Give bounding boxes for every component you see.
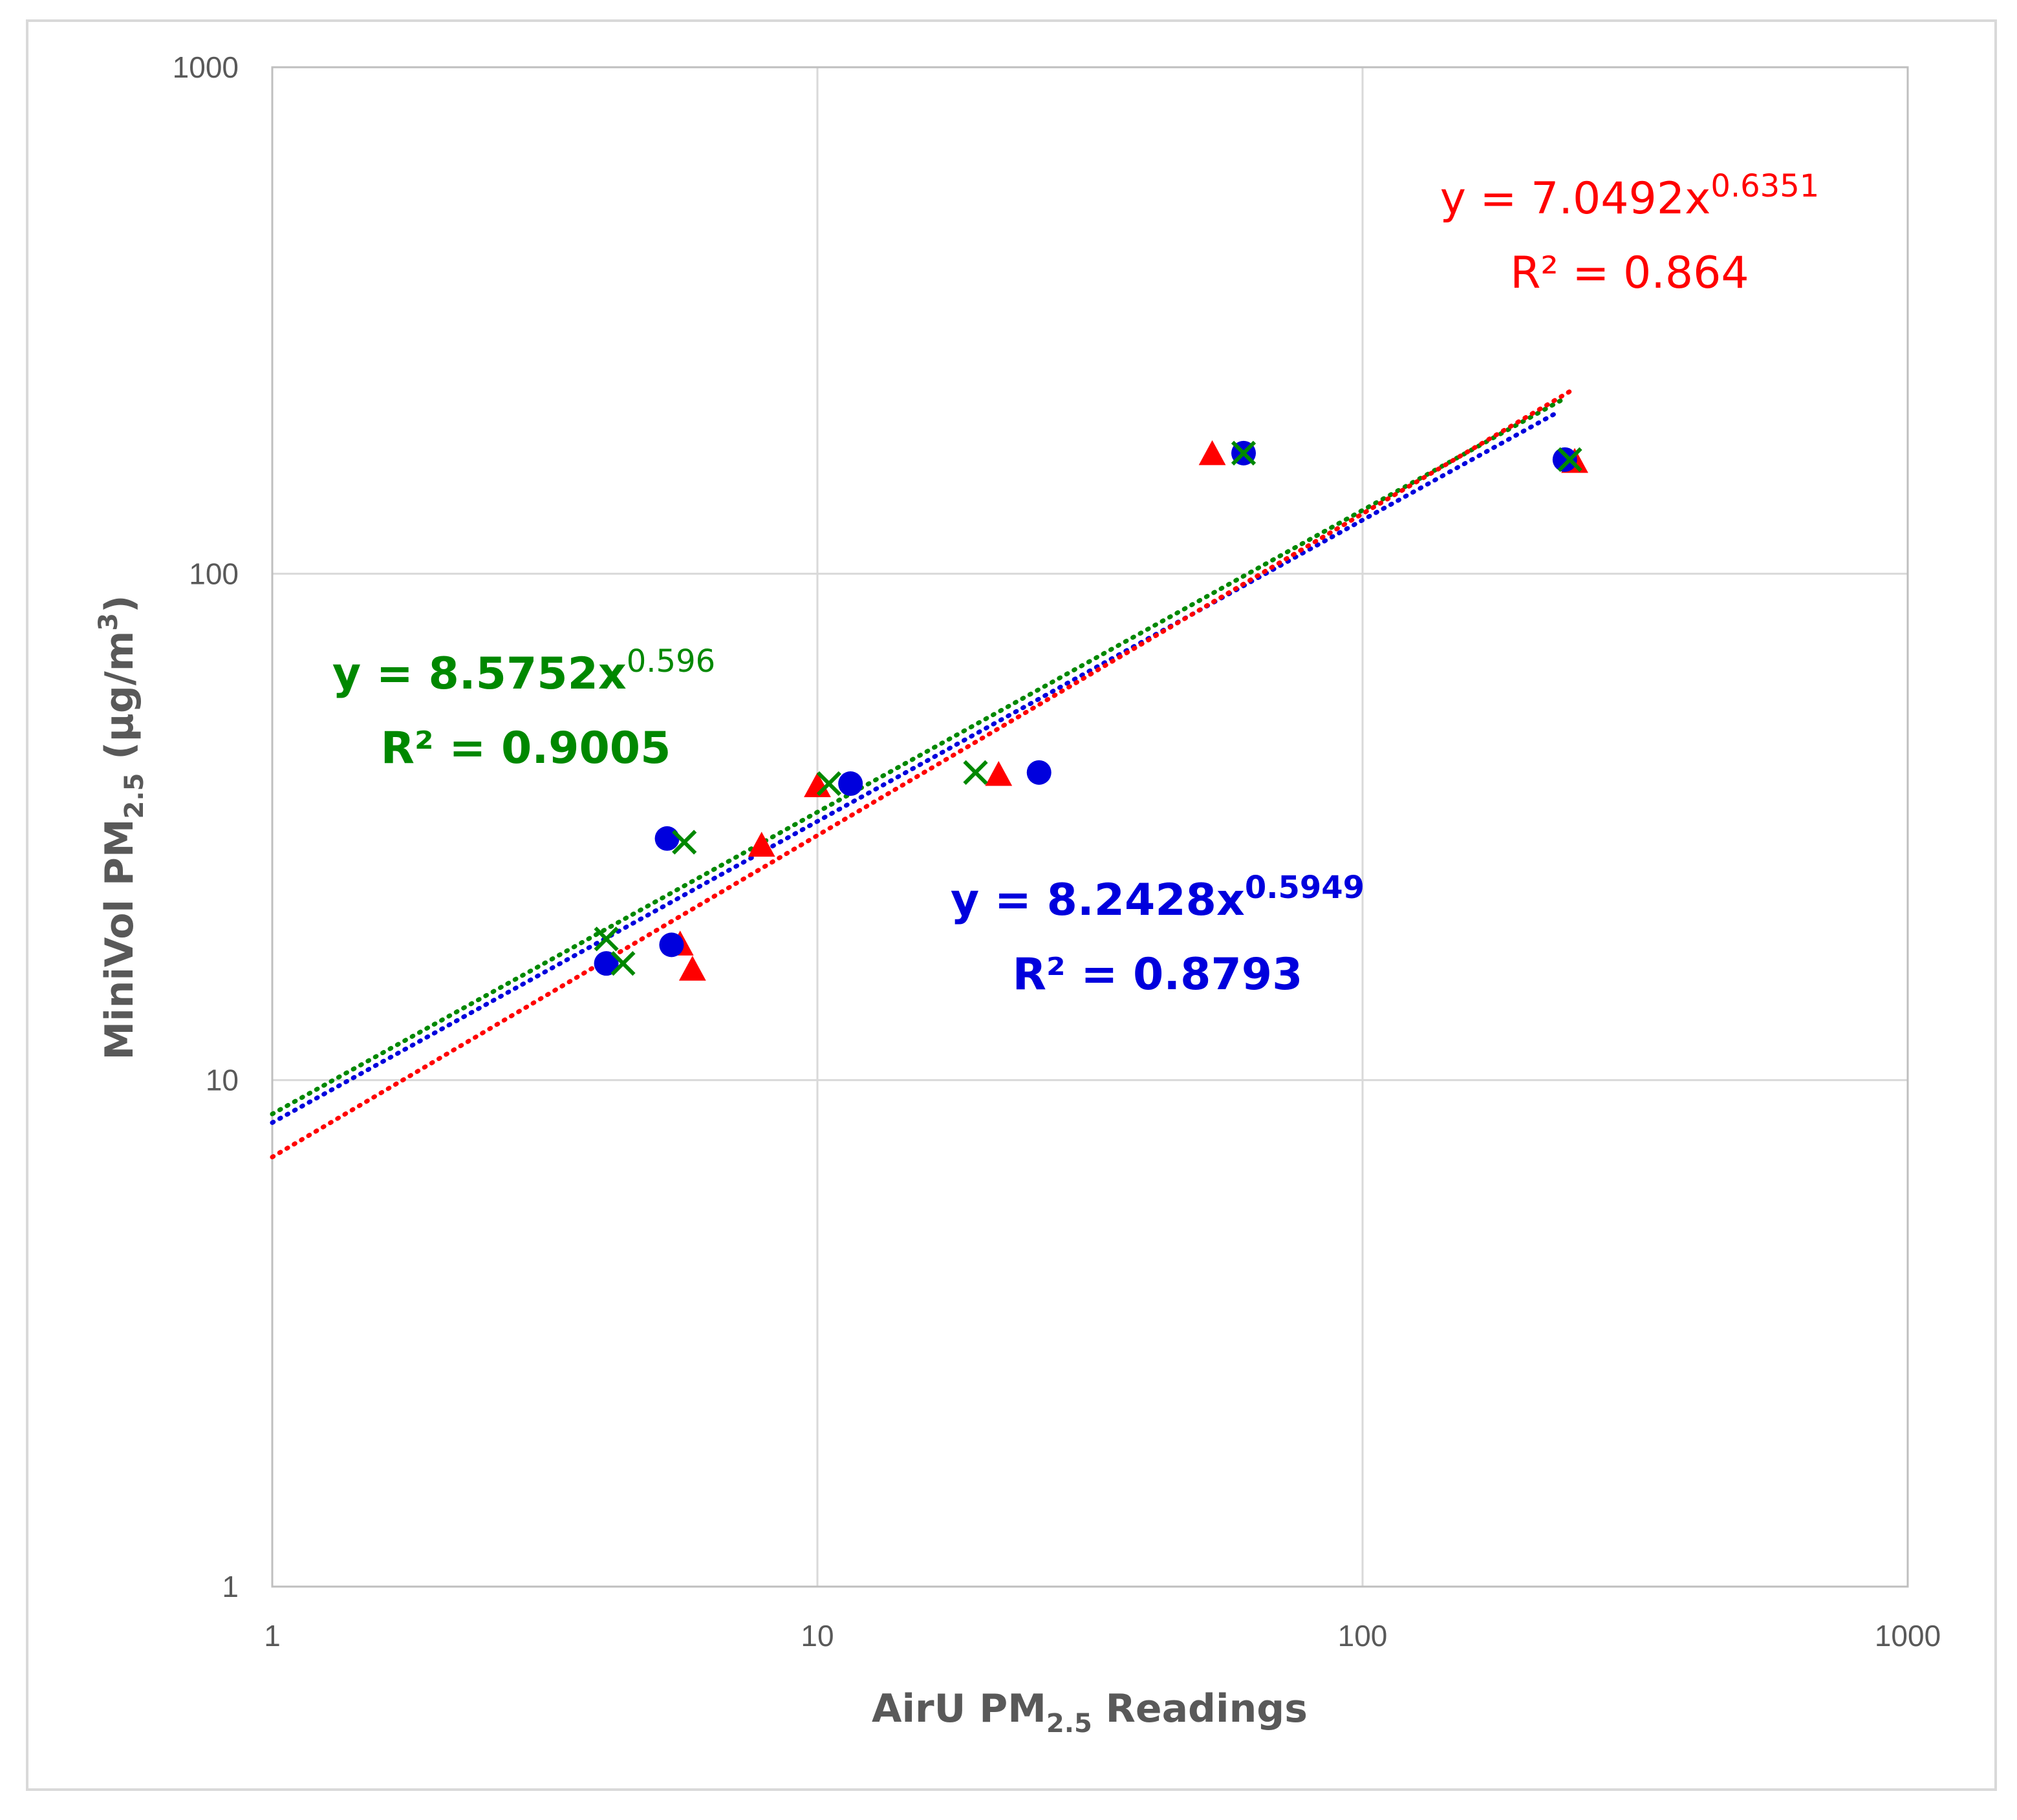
blue-point xyxy=(654,826,680,851)
y-tick-label: 10 xyxy=(206,1064,239,1097)
x-tick-label: 1 xyxy=(264,1619,281,1653)
data-points xyxy=(594,440,1588,981)
blue-point xyxy=(838,771,863,797)
plot-area-border xyxy=(271,66,1909,1588)
red-point xyxy=(678,956,706,981)
green-equation: y = 8.5752x0.596 xyxy=(332,643,715,700)
red-equation-label: y = 7.0492x0.6351 R² = 0.864 xyxy=(1440,168,1820,299)
red-r-squared: R² = 0.864 xyxy=(1510,248,1749,299)
green-point xyxy=(610,951,636,976)
green-point xyxy=(816,771,841,797)
y-tick-label: 100 xyxy=(189,557,239,590)
blue-trendline xyxy=(270,409,1562,1125)
red-point xyxy=(748,831,775,857)
blue-point xyxy=(594,951,619,976)
green-trendline xyxy=(270,396,1568,1117)
chart-border xyxy=(26,19,1997,1791)
blue-point xyxy=(1026,760,1052,785)
red-trendline xyxy=(270,386,1577,1160)
y-tick-label: 1 xyxy=(222,1570,239,1603)
red-equation: y = 7.0492x0.6351 xyxy=(1440,168,1820,224)
y-tick-label: 1000 xyxy=(173,50,239,84)
blue-r-squared: R² = 0.8793 xyxy=(1013,949,1303,1000)
red-point xyxy=(1198,440,1226,466)
blue-point xyxy=(1552,447,1577,472)
green-point xyxy=(963,760,988,785)
tick-labels: 1 10 100 1000 1 10 100 1000 xyxy=(173,50,1941,1653)
green-point xyxy=(594,926,619,952)
y-axis-title: MiniVol PM2.5 (μg/m3) xyxy=(94,595,149,1060)
red-point xyxy=(985,761,1013,786)
blue-equation-label: y = 8.2428x0.5949 R² = 0.8793 xyxy=(951,870,1364,1000)
trendlines xyxy=(270,386,1577,1160)
blue-equation: y = 8.2428x0.5949 xyxy=(951,870,1364,926)
x-axis-title: AirU PM2.5 Readings xyxy=(872,1686,1308,1739)
green-equation-label: y = 8.5752x0.596 R² = 0.9005 xyxy=(332,643,715,774)
grid-lines xyxy=(272,67,1908,1587)
x-tick-label: 100 xyxy=(1338,1619,1388,1653)
green-point xyxy=(1557,447,1582,472)
blue-point xyxy=(659,932,684,958)
x-tick-label: 1000 xyxy=(1875,1619,1941,1653)
green-point xyxy=(672,830,697,855)
green-point xyxy=(1231,440,1257,466)
x-tick-label: 10 xyxy=(801,1619,834,1653)
green-r-squared: R² = 0.9005 xyxy=(381,723,671,774)
